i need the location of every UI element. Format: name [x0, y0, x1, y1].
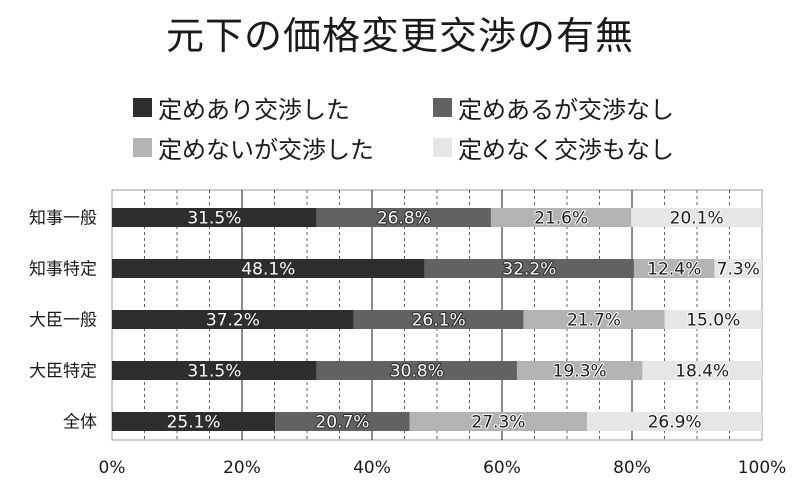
bar-segment	[409, 412, 588, 431]
x-tick-label: 80%	[613, 458, 651, 478]
legend-item-2: 定めあるが交渉なし	[433, 92, 674, 124]
data-label: 20.1%	[670, 209, 724, 229]
chart-title: 元下の価格変更交渉の有無	[165, 14, 634, 58]
bar-segment	[642, 361, 762, 380]
legend-item-3: 定めないが交渉した	[133, 132, 374, 164]
bar-segment	[275, 412, 410, 431]
data-label: 20.7%	[315, 413, 369, 433]
bar-segment	[112, 208, 317, 227]
legend-label-2: 定めあるが交渉なし	[458, 95, 674, 124]
data-label: 26.9%	[648, 413, 702, 433]
bar-segment	[316, 208, 491, 227]
x-tick-label: 60%	[483, 458, 521, 478]
data-label: 18.4%	[675, 362, 729, 382]
data-label: 32.2%	[502, 260, 556, 280]
bar-segment	[112, 310, 354, 329]
legend-label-1: 定めあり交渉した	[158, 95, 350, 124]
category-label: 全体	[63, 413, 97, 433]
data-label: 26.8%	[377, 209, 431, 229]
bar-segment	[112, 412, 276, 431]
legend-swatch-1	[133, 97, 152, 117]
bar-segment	[112, 361, 317, 380]
data-label: 12.4%	[647, 260, 701, 280]
data-label: 21.7%	[567, 311, 621, 331]
bar-segment	[587, 412, 762, 431]
legend-swatch-3	[133, 137, 152, 157]
bar-segment	[664, 310, 762, 329]
bar-segment	[516, 361, 643, 380]
x-tick-label: 40%	[353, 458, 391, 478]
bar-segment	[424, 259, 634, 278]
legend-swatch-4	[433, 137, 452, 157]
category-label: 知事特定	[29, 260, 97, 280]
x-tick-label: 0%	[99, 458, 126, 478]
data-label: 26.1%	[412, 311, 466, 331]
bar-segment	[714, 259, 762, 278]
category-label: 大臣一般	[29, 311, 97, 331]
data-label: 15.0%	[686, 311, 740, 331]
category-label: 知事一般	[29, 209, 97, 229]
data-label: 7.3%	[717, 260, 760, 280]
legend-swatch-2	[433, 97, 452, 117]
data-label: 21.6%	[534, 209, 588, 229]
data-label: 19.3%	[553, 362, 607, 382]
data-label: 37.2%	[206, 311, 260, 331]
data-label: 31.5%	[187, 362, 241, 382]
legend-item-4: 定めなく交渉もなし	[433, 132, 674, 164]
bar-segment	[490, 208, 632, 227]
data-label: 27.3%	[471, 413, 525, 433]
data-label: 25.1%	[167, 413, 221, 433]
bar-segment	[112, 259, 425, 278]
bar-segment	[633, 259, 715, 278]
data-label: 31.5%	[187, 209, 241, 229]
data-label: 48.1%	[241, 260, 295, 280]
category-label: 大臣特定	[29, 362, 97, 382]
bar-segment	[316, 361, 517, 380]
data-label: 30.8%	[390, 362, 444, 382]
x-tick-label: 100%	[738, 458, 787, 478]
x-tick-label: 20%	[223, 458, 261, 478]
bar-segment	[523, 310, 665, 329]
legend-label-4: 定めなく交渉もなし	[458, 135, 674, 164]
legend-label-3: 定めないが交渉した	[158, 135, 374, 164]
legend-item-1: 定めあり交渉した	[133, 92, 350, 124]
bar-segment	[631, 208, 762, 227]
bar-segment	[353, 310, 524, 329]
